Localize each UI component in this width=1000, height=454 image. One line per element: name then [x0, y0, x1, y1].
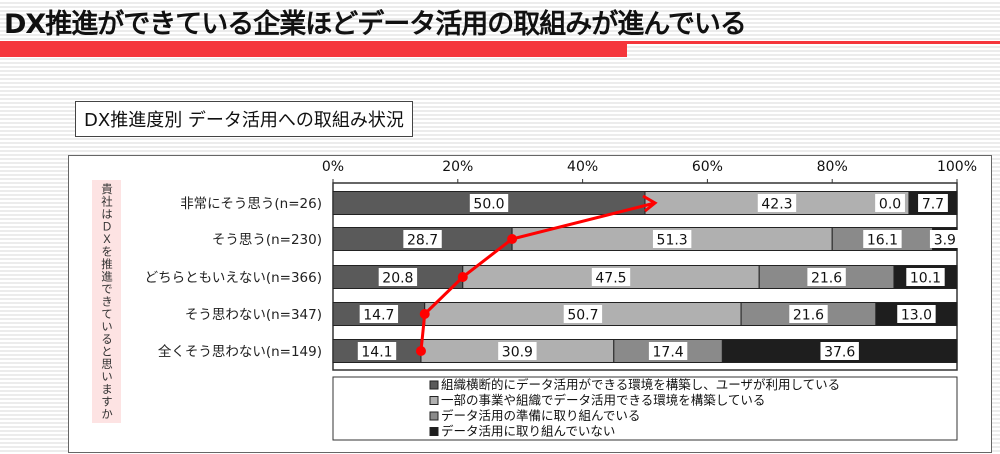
- trend-point: [419, 309, 430, 319]
- data-label-bg: [357, 342, 397, 360]
- data-label-bg: [378, 268, 418, 286]
- data-label: 16.1: [867, 233, 898, 249]
- legend-label: 一部の事業や組織でデータ活用できる環境を構築している: [441, 393, 765, 408]
- page-title: DX推進ができている企業ほどデータ活用の取組みが進んでいる: [4, 9, 747, 40]
- legend-label: データ活用に取り組んでいない: [441, 424, 615, 439]
- data-label: 37.6: [824, 345, 855, 361]
- data-label-bg: [820, 342, 859, 360]
- data-label-bg: [498, 342, 537, 360]
- trend-arrow-head: [642, 194, 658, 213]
- x-tick-label: 100%: [937, 159, 977, 175]
- trend-point: [415, 346, 426, 356]
- trend-point: [457, 272, 468, 282]
- data-label-bg: [469, 194, 509, 212]
- category-label: 非常にそう思う(n=26): [180, 196, 322, 212]
- x-tick-label: 40%: [567, 159, 598, 175]
- data-label-bg: [875, 194, 905, 212]
- data-label: 30.9: [502, 345, 533, 361]
- data-label: 10.1: [910, 271, 941, 287]
- chart-subtitle: DX推進度別 データ活用への取組み状況: [75, 101, 413, 137]
- y-axis-label: 貴社はＤＸを推進できていると思いますか: [92, 180, 121, 423]
- data-label: 28.7: [407, 233, 438, 249]
- x-tick-label: 20%: [442, 159, 473, 175]
- category-label: そう思う(n=230): [212, 232, 322, 248]
- data-label: 17.4: [653, 345, 684, 361]
- data-label: 0.0: [879, 197, 901, 213]
- title-accent-bar: [0, 42, 627, 57]
- data-label: 51.3: [657, 233, 688, 249]
- data-label-bg: [863, 230, 902, 248]
- category-label: そう思わない(n=347): [185, 307, 322, 323]
- data-label-bg: [359, 305, 399, 323]
- data-label-bg: [563, 305, 603, 323]
- data-label-bg: [897, 305, 936, 323]
- data-label: 42.3: [761, 197, 792, 213]
- data-label-bg: [789, 305, 828, 323]
- data-label: 50.7: [567, 308, 598, 324]
- data-label: 21.6: [793, 308, 824, 324]
- data-label: 3.9: [934, 233, 956, 249]
- data-label: 14.1: [361, 345, 392, 361]
- data-label-bg: [403, 230, 442, 248]
- x-tick-label: 0%: [322, 159, 344, 175]
- data-label-bg: [807, 268, 846, 286]
- category-label: 全くそう思わない(n=149): [158, 343, 322, 360]
- data-label: 21.6: [811, 271, 842, 287]
- data-label-bg: [918, 194, 948, 212]
- category-label: どちらともいえない(n=366): [145, 270, 322, 286]
- data-label-bg: [648, 342, 688, 360]
- trend-point: [507, 234, 518, 244]
- x-tick-label: 60%: [692, 159, 723, 175]
- legend-label: データ活用の準備に取り組んでいる: [441, 408, 640, 423]
- legend-swatch: [429, 396, 439, 405]
- data-label: 7.7: [922, 197, 944, 213]
- legend-swatch: [429, 411, 439, 421]
- data-label-bg: [929, 230, 960, 248]
- legend-label: 組織横断的にデータ活用ができる環境を構築し、ユーザが利用している: [441, 377, 840, 392]
- data-label-bg: [652, 230, 692, 248]
- data-label: 47.5: [595, 271, 626, 287]
- data-label: 13.0: [901, 308, 932, 324]
- legend-swatch: [429, 427, 439, 436]
- x-tick-label: 80%: [817, 159, 848, 175]
- data-label: 14.7: [363, 308, 394, 324]
- data-label-bg: [591, 268, 631, 286]
- data-label-bg: [906, 268, 945, 286]
- legend-swatch: [429, 380, 439, 390]
- data-label-bg: [757, 194, 797, 212]
- data-label: 20.8: [382, 271, 413, 287]
- data-label: 50.0: [473, 197, 504, 213]
